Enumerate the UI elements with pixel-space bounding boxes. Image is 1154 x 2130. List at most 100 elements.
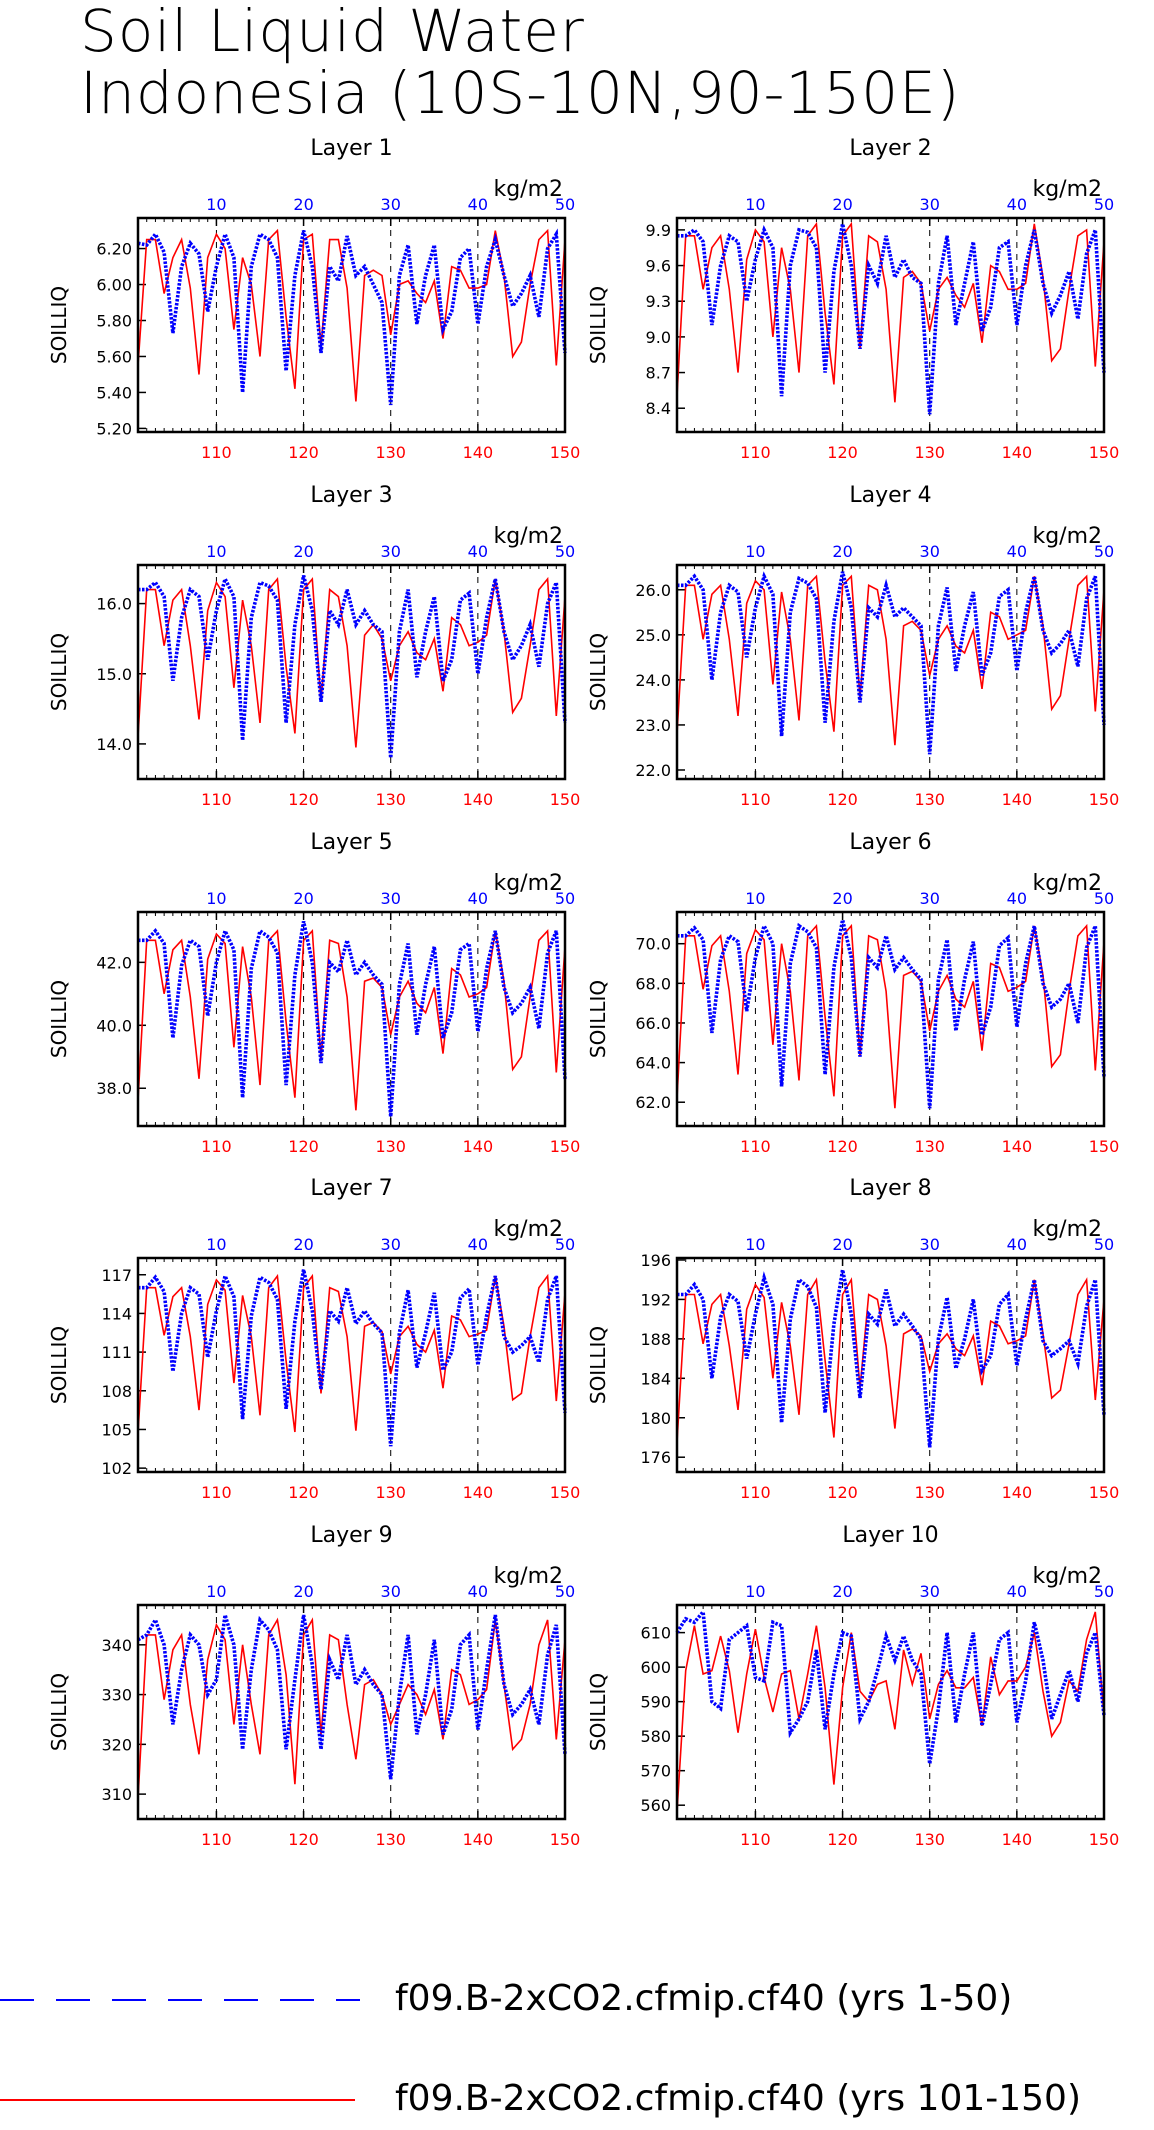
top-tick-label: 20 — [832, 195, 852, 214]
y-tick-label: 62.0 — [635, 1093, 671, 1112]
bottom-tick-label: 140 — [463, 790, 494, 809]
top-tick-label: 50 — [1094, 1235, 1114, 1254]
bottom-tick-label: 110 — [201, 443, 232, 462]
top-tick-label: 10 — [206, 542, 226, 561]
y-tick-label: 25.0 — [635, 626, 671, 645]
bottom-tick-label: 140 — [463, 1137, 494, 1156]
bottom-tick-label: 120 — [827, 790, 858, 809]
series-line-blue — [137, 1614, 567, 1780]
y-tick-label: 6.20 — [96, 240, 132, 259]
series-line-blue — [138, 921, 567, 1117]
top-tick-label: 40 — [468, 195, 488, 214]
top-axis-label: kg/m2 — [1032, 177, 1102, 202]
bottom-tick-label: 140 — [463, 1483, 494, 1502]
bottom-tick-label: 110 — [740, 1137, 771, 1156]
top-axis-label: kg/m2 — [493, 871, 563, 896]
bottom-tick-label: 110 — [740, 443, 771, 462]
series-line-red — [137, 576, 566, 748]
bottom-tick-label: 140 — [463, 443, 494, 462]
y-tick-label: 9.6 — [646, 257, 671, 276]
y-tick-label: 111 — [101, 1343, 132, 1362]
top-tick-label: 50 — [555, 195, 575, 214]
chart-title: Layer 10 — [842, 1523, 938, 1548]
top-tick-label: 40 — [468, 1582, 488, 1601]
y-axis-label: SOILLIQ — [47, 980, 71, 1058]
top-axis-label: kg/m2 — [493, 1217, 563, 1242]
chart-title: Layer 5 — [310, 830, 392, 855]
top-tick-label: 40 — [468, 542, 488, 561]
y-tick-label: 192 — [640, 1290, 671, 1309]
series-line-blue — [677, 1269, 1106, 1448]
top-tick-label: 20 — [832, 542, 852, 561]
bottom-tick-label: 150 — [1089, 443, 1120, 462]
y-axis-label: SOILLIQ — [586, 980, 610, 1058]
bottom-tick-label: 150 — [550, 1830, 581, 1849]
top-tick-label: 10 — [206, 889, 226, 908]
series-line-blue — [677, 919, 1106, 1109]
bottom-tick-label: 140 — [1002, 1830, 1033, 1849]
y-tick-label: 42.0 — [96, 953, 132, 972]
y-tick-label: 580 — [640, 1727, 671, 1746]
chart-title: Layer 1 — [310, 136, 392, 161]
top-axis-label: kg/m2 — [493, 524, 563, 549]
y-tick-label: 340 — [101, 1636, 132, 1655]
chart-panel-5: Layer 5 kg/m2 10 20 30 40 50 110 120 130 140 150 38.… — [47, 830, 580, 1156]
top-tick-label: 40 — [468, 1235, 488, 1254]
top-axis-label: kg/m2 — [1032, 524, 1102, 549]
bottom-tick-label: 140 — [1002, 1483, 1033, 1502]
bottom-tick-label: 110 — [740, 1483, 771, 1502]
series-line-blue — [675, 1607, 1106, 1765]
y-axis-label: SOILLIQ — [47, 1673, 71, 1751]
top-tick-label: 20 — [293, 542, 313, 561]
series-line-red — [137, 1273, 566, 1434]
bottom-tick-label: 120 — [288, 1830, 319, 1849]
chart-panel-2: Layer 2 kg/m2 10 20 30 40 50 110 120 130 140 150 8.4… — [586, 136, 1119, 462]
y-tick-label: 108 — [101, 1382, 132, 1401]
top-tick-label: 50 — [555, 1582, 575, 1601]
chart-title: Layer 8 — [849, 1176, 931, 1201]
legend-label-blue: f09.B-2xCO2.cfmip.cf40 (yrs 1-50) — [395, 1978, 1013, 2019]
bottom-tick-label: 110 — [201, 790, 232, 809]
series-line-red — [137, 1617, 566, 1800]
top-tick-label: 40 — [1007, 1235, 1027, 1254]
bottom-tick-label: 150 — [550, 1137, 581, 1156]
bottom-tick-label: 130 — [914, 1137, 945, 1156]
bottom-tick-label: 140 — [1002, 1137, 1033, 1156]
y-tick-label: 66.0 — [635, 1014, 671, 1033]
top-tick-label: 30 — [381, 542, 401, 561]
y-axis-label: SOILLIQ — [586, 286, 610, 364]
y-tick-label: 105 — [101, 1420, 132, 1439]
series-line-blue — [138, 1269, 567, 1447]
plot-frame — [136, 1256, 567, 1474]
chart-panel-4: Layer 4 kg/m2 10 20 30 40 50 110 120 130 140 150 22.… — [586, 483, 1119, 809]
bottom-tick-label: 110 — [740, 790, 771, 809]
bottom-tick-label: 150 — [550, 443, 581, 462]
bottom-tick-label: 150 — [1089, 790, 1120, 809]
y-tick-label: 8.7 — [646, 364, 671, 383]
y-tick-label: 180 — [640, 1409, 671, 1428]
top-tick-label: 50 — [1094, 1582, 1114, 1601]
top-tick-label: 20 — [832, 1582, 852, 1601]
bottom-tick-label: 120 — [288, 790, 319, 809]
bottom-tick-label: 120 — [288, 1137, 319, 1156]
top-tick-label: 30 — [920, 195, 940, 214]
top-tick-label: 20 — [293, 889, 313, 908]
top-tick-label: 30 — [920, 1235, 940, 1254]
y-tick-label: 5.40 — [96, 383, 132, 402]
y-tick-label: 320 — [101, 1735, 132, 1754]
bottom-tick-label: 140 — [1002, 443, 1033, 462]
plot-frame — [675, 216, 1106, 434]
bottom-tick-label: 150 — [1089, 1483, 1120, 1502]
top-tick-label: 10 — [206, 195, 226, 214]
top-tick-label: 20 — [293, 1582, 313, 1601]
plot-frame — [675, 563, 1106, 781]
top-tick-label: 20 — [832, 1235, 852, 1254]
chart-title: Layer 2 — [849, 136, 931, 161]
charts-grid: Layer 1 kg/m2 10 20 30 40 50 110 120 130 140 150 5.2… — [47, 136, 1120, 1849]
bottom-tick-label: 140 — [1002, 790, 1033, 809]
bottom-tick-label: 150 — [1089, 1137, 1120, 1156]
y-tick-label: 102 — [101, 1459, 132, 1478]
top-axis-label: kg/m2 — [1032, 1217, 1102, 1242]
top-tick-label: 10 — [206, 1235, 226, 1254]
bottom-tick-label: 120 — [288, 443, 319, 462]
